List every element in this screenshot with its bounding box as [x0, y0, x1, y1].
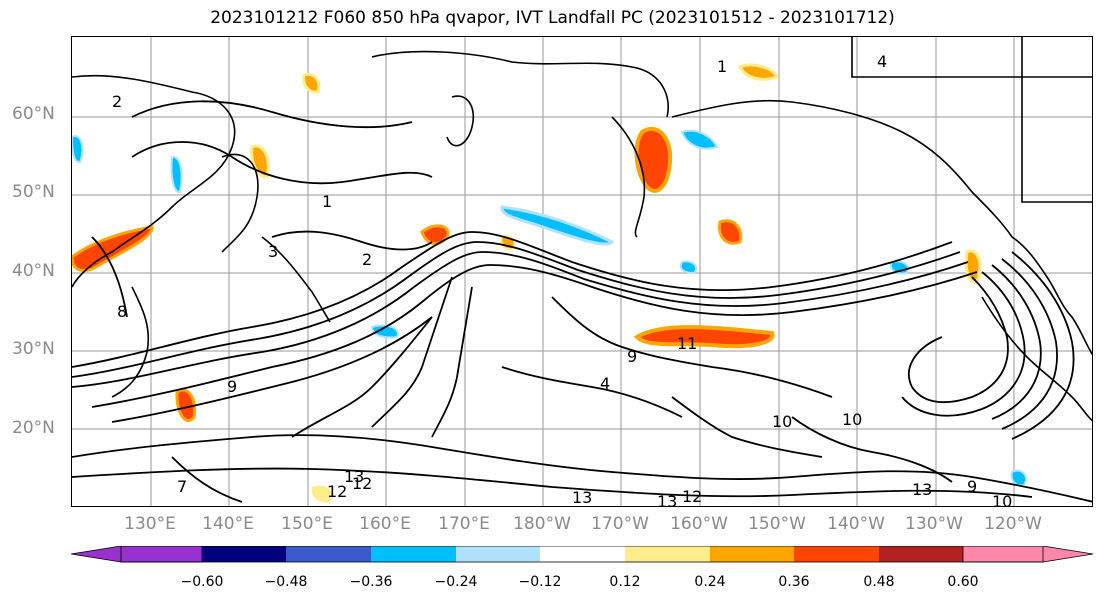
contour-label: 9	[227, 377, 237, 396]
lon-label-160w: 160°W	[670, 514, 728, 534]
contour-label: 11	[677, 334, 697, 353]
colorbar-segment-5	[540, 546, 625, 562]
contour-label: 9	[627, 347, 637, 366]
map-canvas: 2 1 4 1 2 3 8 11 9 9 4 10 13 12 13 12 9 …	[72, 37, 1092, 507]
graticule	[72, 37, 1092, 506]
lat-label-40n: 40°N	[12, 261, 55, 281]
colorbar-segment-8	[794, 546, 879, 562]
map-title: 2023101212 F060 850 hPa qvapor, IVT Land…	[210, 8, 895, 28]
contour-label: 10	[842, 410, 862, 429]
lon-label-170e: 170°E	[438, 514, 490, 534]
colorbar-tick: 0.36	[778, 574, 810, 590]
contour-label: 13	[657, 492, 677, 507]
contour-label: 7	[177, 477, 187, 496]
contour-label: 1	[322, 192, 332, 211]
contour-label: 3	[268, 242, 278, 261]
colorbar-outline	[120, 546, 1044, 563]
contour-label: 1	[717, 57, 727, 76]
colorbar-tick: −0.48	[264, 574, 308, 590]
colorbar-segment-10	[962, 546, 1094, 563]
map-panel: 2 1 4 1 2 3 8 11 9 9 4 10 13 12 13 12 9 …	[71, 36, 1093, 507]
lon-label-130e: 130°E	[124, 514, 176, 534]
colorbar-segment-9	[879, 546, 963, 562]
colorbar-tick: 0.60	[947, 574, 979, 590]
lat-label-60n: 60°N	[12, 104, 55, 124]
contour-label: 10	[772, 412, 792, 431]
lon-label-120w: 120°W	[984, 514, 1042, 534]
lon-label-150w: 150°W	[748, 514, 806, 534]
lon-label-170w: 170°W	[591, 514, 649, 534]
lon-label-160e: 160°E	[359, 514, 411, 534]
lon-label-140w: 140°W	[827, 514, 885, 534]
negative-anomaly-shading	[72, 129, 1028, 487]
colorbar-segment-0	[71, 546, 203, 563]
contour-label: 12	[682, 487, 702, 506]
contour-label: 2	[112, 92, 122, 111]
colorbar-tick: −0.24	[434, 574, 478, 590]
colorbar-segment-3	[371, 546, 456, 562]
colorbar-segment-1	[202, 546, 286, 562]
lat-label-20n: 20°N	[12, 418, 55, 438]
contour-label: 13	[344, 467, 364, 486]
colorbar-tick: 0.12	[609, 574, 641, 590]
colorbar-tick: −0.36	[349, 574, 393, 590]
contour-label: 12	[352, 474, 372, 493]
lon-label-180w: 180°W	[513, 514, 571, 534]
colorbar-segment-6	[625, 546, 710, 562]
contour-label: 2	[362, 250, 372, 269]
colorbar	[71, 546, 1094, 563]
contour-label: 8	[117, 302, 127, 321]
contour-label: 4	[877, 52, 887, 71]
contour-label: 10	[992, 492, 1012, 507]
ivt-contours	[72, 100, 1092, 503]
colorbar-tick: 0.24	[694, 574, 726, 590]
lon-label-150e: 150°E	[281, 514, 333, 534]
colorbar-tick: −0.60	[180, 574, 224, 590]
lat-label-30n: 30°N	[12, 339, 55, 359]
contour-label: 4	[600, 374, 610, 393]
colorbar-segment-2	[286, 546, 371, 562]
colorbar-segment-4	[456, 546, 540, 562]
contour-label-group: 2 1 4 1 2 3 8 11 9 9 4 10 13 12 13 12 9 …	[112, 52, 1012, 507]
colorbar-tick: 0.48	[863, 574, 895, 590]
contour-label: 13	[572, 488, 592, 507]
contour-label: 13	[912, 480, 932, 499]
colorbar-segment-7	[710, 546, 794, 562]
contour-label: 9	[967, 477, 977, 496]
lon-label-140e: 140°E	[202, 514, 254, 534]
colorbar-tick: −0.12	[518, 574, 562, 590]
contour-label: 12	[327, 482, 347, 501]
lon-label-130w: 130°W	[905, 514, 963, 534]
lat-label-50n: 50°N	[12, 182, 55, 202]
coastlines	[72, 37, 1092, 422]
